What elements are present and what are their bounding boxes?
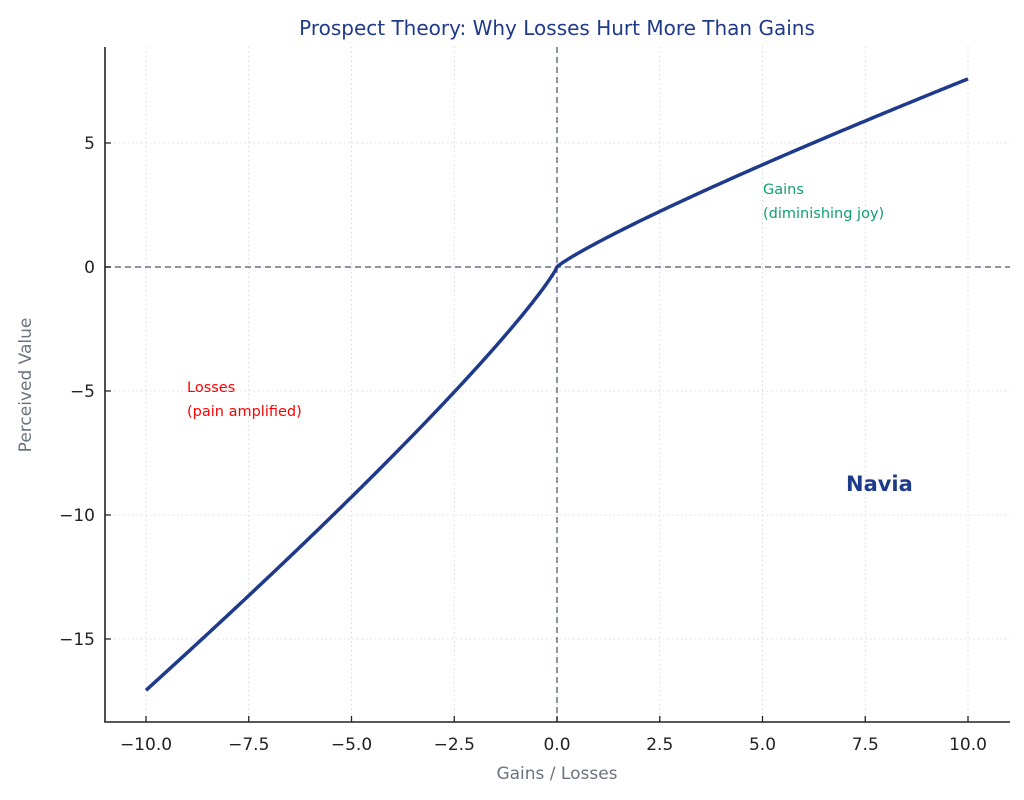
losses-annotation-line1: Losses [187,380,235,396]
x-tick-label: 5.0 [749,735,776,755]
y-tick-label: −5 [70,382,95,402]
x-tick-label: −7.5 [228,735,269,755]
brand-watermark: Navia [846,472,913,496]
x-axis-ticks: −10.0 −7.5 −5.0 −2.5 0.0 2.5 5.0 7.5 10.0 [120,716,987,755]
y-tick-label: −10 [59,506,95,526]
y-tick-label: −15 [59,630,95,650]
value-function-curve [144,77,969,692]
x-axis-label: Gains / Losses [496,764,617,784]
y-tick-label: 0 [84,258,95,278]
chart-title: Prospect Theory: Why Losses Hurt More Th… [299,16,815,40]
x-tick-label: −5.0 [331,735,372,755]
losses-annotation-line2: (pain amplified) [187,404,302,420]
x-tick-label: 0.0 [543,735,570,755]
x-tick-label: −2.5 [434,735,475,755]
gains-annotation-line1: Gains [763,182,804,198]
y-tick-label: 5 [84,134,95,154]
x-tick-label: −10.0 [120,735,172,755]
x-tick-label: 7.5 [852,735,879,755]
y-axis-label: Perceived Value [16,318,36,453]
gains-annotation-line2: (diminishing joy) [763,206,884,222]
x-tick-label: 10.0 [949,735,987,755]
gains-annotation: Gains (diminishing joy) [763,182,884,222]
x-tick-label: 2.5 [646,735,673,755]
y-axis-ticks: 5 0 −5 −10 −15 [59,134,111,650]
losses-annotation: Losses (pain amplified) [187,380,302,420]
